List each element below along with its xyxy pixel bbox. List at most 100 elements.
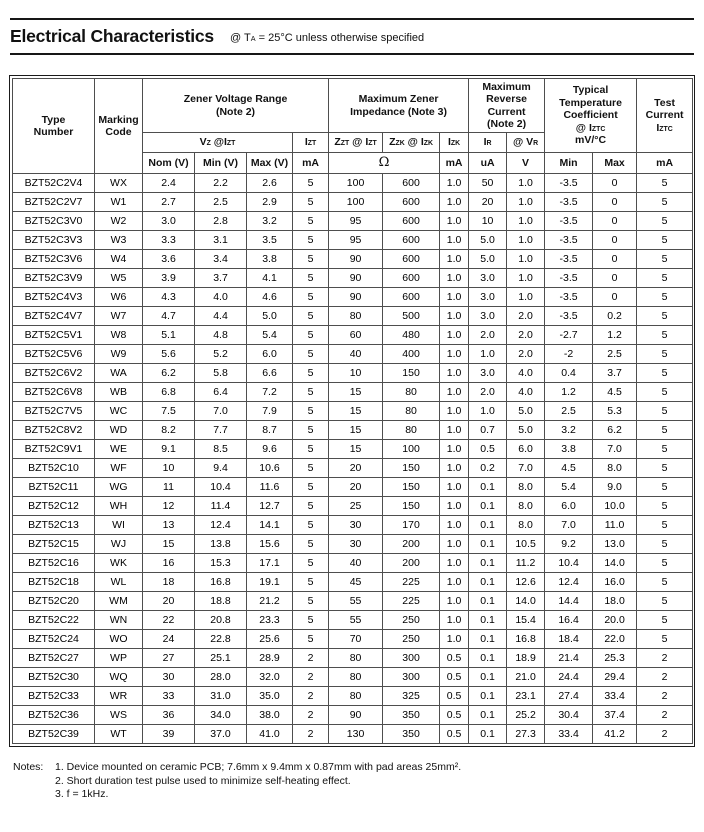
- col-header-tc-min: Min: [544, 152, 594, 174]
- cell-tc-min: 4.5: [544, 458, 594, 478]
- cell-marking-code: WS: [94, 705, 143, 725]
- cell-zzk: 600: [382, 173, 441, 193]
- table-row: BZT52C36 WS 36 34.0 38.0 2 90 350 0.5 0.1 25.2 30.4…: [12, 705, 694, 725]
- cell-vz-max: 6.0: [246, 344, 293, 364]
- cell-izt: 5: [291, 610, 330, 630]
- cell-vr: 4.0: [506, 382, 546, 402]
- col-header-vr-unit: V: [506, 152, 546, 174]
- col-header-marking-code: Marking Code: [94, 78, 143, 174]
- cell-tc-min: 9.2: [544, 534, 594, 554]
- cell-izk: 1.0: [439, 230, 470, 250]
- cell-izk: 1.0: [439, 553, 470, 573]
- cell-vz-nom: 3.3: [142, 230, 195, 250]
- cell-izt: 5: [291, 382, 330, 402]
- table-row: BZT52C15 WJ 15 13.8 15.6 5 30 200 1.0 0.1 10.5 9.2 1…: [12, 534, 694, 554]
- cell-vz-min: 5.8: [194, 363, 247, 383]
- cell-ir: 3.0: [468, 306, 508, 326]
- cell-ir: 0.1: [468, 724, 508, 744]
- subscript-part: A: [250, 33, 256, 43]
- cell-vz-min: 34.0: [194, 705, 247, 725]
- cell-tc-max: 1.2: [592, 325, 638, 345]
- header-line: @ IZTC: [546, 122, 635, 135]
- header-row-groups: Type Number Marking Code Zener Voltage R…: [12, 78, 694, 174]
- cell-marking-code: WN: [94, 610, 143, 630]
- cell-vz-min: 22.8: [194, 629, 247, 649]
- cell-vz-min: 37.0: [194, 724, 247, 744]
- cell-marking-code: WO: [94, 629, 143, 649]
- cell-vr: 12.6: [506, 572, 546, 592]
- cell-iztc: 5: [636, 287, 694, 307]
- cell-zzt: 25: [328, 496, 384, 516]
- col-header-at-vr: @ VR: [506, 132, 546, 153]
- cell-zzk: 80: [382, 420, 441, 440]
- cell-izk: 1.0: [439, 401, 470, 421]
- table-row: BZT52C27 WP 27 25.1 28.9 2 80 300 0.5 0.1 18.9 21.4…: [12, 648, 694, 668]
- cell-tc-max: 0: [592, 192, 638, 212]
- cell-izk: 1.0: [439, 249, 470, 269]
- cell-vz-max: 4.6: [246, 287, 293, 307]
- cell-marking-code: WP: [94, 648, 143, 668]
- cell-zzt: 80: [328, 306, 384, 326]
- cell-ir: 0.1: [468, 572, 508, 592]
- cell-type-number: BZT52C5V1: [12, 325, 95, 345]
- cell-type-number: BZT52C18: [12, 572, 95, 592]
- cell-vz-nom: 20: [142, 591, 195, 611]
- table-row: BZT52C33 WR 33 31.0 35.0 2 80 325 0.5 0.1 23.1 27.4…: [12, 686, 694, 706]
- table-row: BZT52C22 WN 22 20.8 23.3 5 55 250 1.0 0.1 15.4 16.4…: [12, 610, 694, 630]
- cell-zzk: 480: [382, 325, 441, 345]
- text-part: @ I: [404, 136, 424, 149]
- cell-vz-nom: 15: [142, 534, 195, 554]
- col-header-ir: IR: [468, 132, 508, 153]
- cell-izk: 1.0: [439, 363, 470, 383]
- cell-vz-min: 31.0: [194, 686, 247, 706]
- col-header-tc-max: Max: [592, 152, 638, 174]
- cell-izk: 1.0: [439, 325, 470, 345]
- cell-ir: 0.1: [468, 591, 508, 611]
- cell-zzt: 90: [328, 268, 384, 288]
- cell-ir: 0.7: [468, 420, 508, 440]
- cell-ir: 0.1: [468, 496, 508, 516]
- cell-zzt: 55: [328, 610, 384, 630]
- cell-izt: 5: [291, 173, 330, 193]
- cell-iztc: 5: [636, 306, 694, 326]
- cell-tc-min: -3.5: [544, 249, 594, 269]
- cell-zzt: 60: [328, 325, 384, 345]
- cell-zzk: 250: [382, 610, 441, 630]
- cell-vr: 2.0: [506, 325, 546, 345]
- col-header-test-current: Test Current IZTC: [636, 78, 694, 153]
- cell-izk: 1.0: [439, 306, 470, 326]
- cell-iztc: 5: [636, 458, 694, 478]
- cell-izt: 5: [291, 230, 330, 250]
- cell-tc-max: 33.4: [592, 686, 638, 706]
- cell-type-number: BZT52C24: [12, 629, 95, 649]
- note-item: 1. Device mounted on ceramic PCB; 7.6mm …: [55, 761, 462, 773]
- cell-marking-code: WR: [94, 686, 143, 706]
- col-header-typ-temp-coefficient: Typical Temperature Coefficient @ IZTC m…: [544, 78, 638, 153]
- cell-izt: 5: [291, 401, 330, 421]
- cell-vz-min: 3.7: [194, 268, 247, 288]
- cell-vz-max: 9.6: [246, 439, 293, 459]
- header-line: Temperature: [559, 96, 622, 109]
- cell-tc-max: 13.0: [592, 534, 638, 554]
- cell-izk: 1.0: [439, 610, 470, 630]
- cell-tc-max: 18.0: [592, 591, 638, 611]
- note-item: 2. Short duration test pulse used to min…: [55, 774, 351, 787]
- cell-izt: 2: [291, 724, 330, 744]
- cell-zzt: 45: [328, 572, 384, 592]
- cell-iztc: 5: [636, 382, 694, 402]
- table-row: BZT52C13 WI 13 12.4 14.1 5 30 170 1.0 0.1 8.0 7.0 11…: [12, 515, 694, 535]
- cell-zzk: 350: [382, 724, 441, 744]
- cell-izk: 1.0: [439, 382, 470, 402]
- table-row: BZT52C6V2 WA 6.2 5.8 6.6 5 10 150 1.0 3.0 4.0 0.4 3.…: [12, 363, 694, 383]
- subscript-part: ZTC: [591, 125, 606, 133]
- header-line: Maximum: [482, 80, 531, 93]
- cell-izk: 0.5: [439, 667, 470, 687]
- cell-tc-max: 37.4: [592, 705, 638, 725]
- text-part: I: [304, 136, 308, 149]
- cell-vz-max: 3.5: [246, 230, 293, 250]
- cell-vz-nom: 2.4: [142, 173, 195, 193]
- col-header-min-v: Min (V): [194, 152, 247, 174]
- cell-izt: 5: [291, 211, 330, 231]
- cell-marking-code: W9: [94, 344, 143, 364]
- cell-izt: 2: [291, 686, 330, 706]
